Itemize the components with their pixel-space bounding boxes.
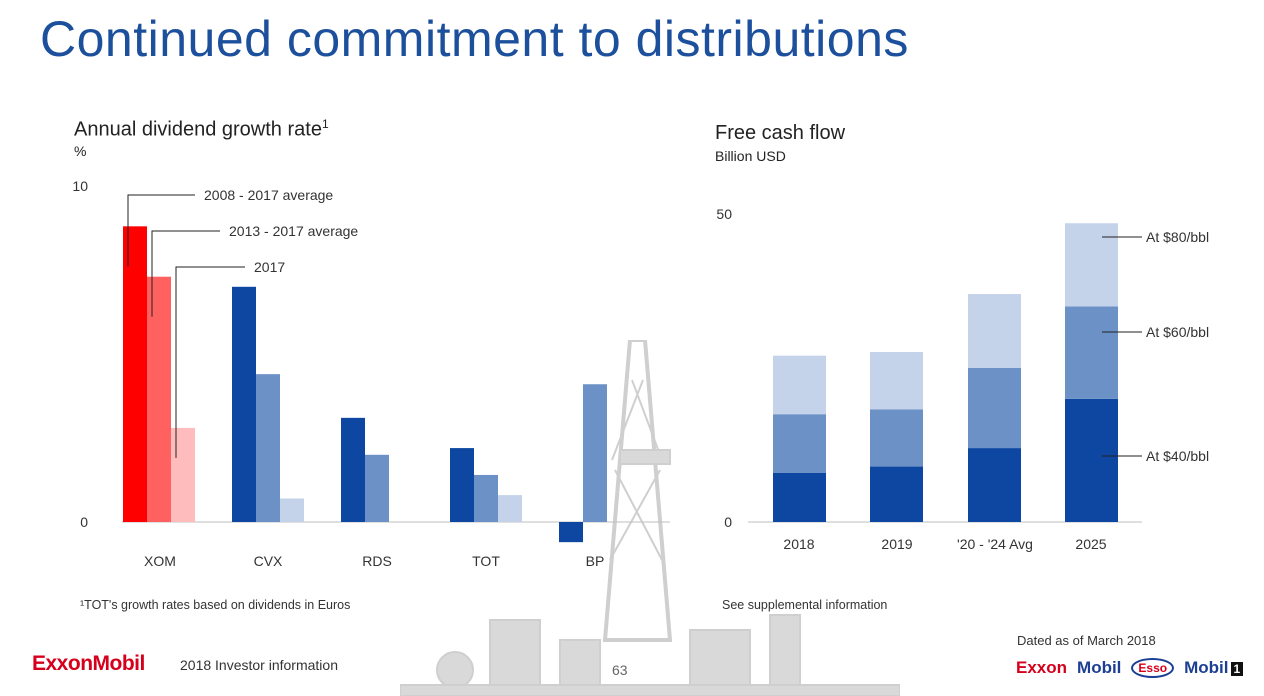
- legend-leader-2017: [175, 266, 245, 458]
- stack-20-24-avg-at-60-bbl: [968, 368, 1021, 449]
- left-xtick-rds: RDS: [362, 553, 392, 569]
- bar-tot-2013-2017-average: [474, 474, 498, 522]
- stack-2019-at-40-bbl: [870, 466, 923, 522]
- stack-2025-at-40-bbl: [1065, 398, 1118, 522]
- stack-20-24-avg-at-80-bbl: [968, 294, 1021, 368]
- brand-logos: Exxon Mobil Esso Mobil 1: [1016, 656, 1244, 680]
- left-xtick-tot: TOT: [472, 553, 500, 569]
- bar-tot-2008-2017-average: [450, 448, 474, 522]
- dated-note: Dated as of March 2018: [1017, 633, 1156, 648]
- legend-leader-2008-2017-average: [127, 194, 195, 267]
- stack-2025-at-60-bbl: [1065, 306, 1118, 399]
- legend-leader-2013-2017-average: [151, 230, 220, 317]
- bar-rds-2013-2017-average: [365, 454, 389, 522]
- left-xtick-cvx: CVX: [254, 553, 283, 569]
- bar-cvx-2008-2017-average: [232, 286, 256, 522]
- legend-label-2013-2017-average: 2013 - 2017 average: [229, 223, 358, 239]
- left-xtick-bp: BP: [586, 553, 605, 569]
- exxonmobil-logo: ExxonMobil: [32, 652, 145, 675]
- right-xtick-20-24-avg: '20 - '24 Avg: [957, 536, 1033, 552]
- right-xtick-2025: 2025: [1075, 536, 1106, 552]
- bar-tot-2017: [498, 495, 522, 522]
- bar-bp-2013-2017-average: [583, 384, 607, 522]
- stack-2019-at-60-bbl: [870, 409, 923, 467]
- bar-cvx-2013-2017-average: [256, 374, 280, 522]
- right-chart-unit: Billion USD: [715, 148, 786, 164]
- legend-label-at-40-bbl: At $40/bbl: [1146, 448, 1209, 464]
- bar-xom-2013-2017-average: [147, 276, 171, 522]
- left-chart-unit: %: [74, 143, 87, 159]
- stack-2019-at-80-bbl: [870, 351, 923, 410]
- mobil-brand-logo: Mobil: [1077, 658, 1122, 677]
- legend-label-2017: 2017: [254, 259, 285, 275]
- exxon-brand-logo: Exxon: [1016, 658, 1068, 677]
- left-xtick-xom: XOM: [144, 553, 176, 569]
- esso-brand-logo: Esso: [1131, 658, 1175, 678]
- right-ytick-50: 50: [716, 206, 732, 222]
- mobil1-brand-logo: Mobil 1: [1184, 658, 1244, 678]
- oil-rig-background-art: [400, 340, 900, 696]
- bar-cvx-2017: [280, 498, 304, 522]
- page-title: Continued commitment to distributions: [40, 11, 909, 67]
- right-ytick-0: 0: [724, 514, 732, 530]
- bar-xom-2017: [171, 427, 195, 522]
- bar-bp-2008-2017-average: [559, 522, 583, 543]
- stack-20-24-avg-at-40-bbl: [968, 448, 1021, 522]
- bar-rds-2008-2017-average: [341, 417, 365, 522]
- footer-label: 2018 Investor information: [180, 657, 338, 673]
- right-xtick-2018: 2018: [783, 536, 814, 552]
- left-ytick-10: 10: [72, 178, 88, 194]
- page-number: 63: [612, 662, 628, 678]
- legend-label-at-80-bbl: At $80/bbl: [1146, 229, 1209, 245]
- right-chart-title: Free cash flow: [715, 122, 846, 144]
- right-xtick-2019: 2019: [881, 536, 912, 552]
- stack-2018-at-80-bbl: [773, 355, 826, 415]
- bar-xom-2008-2017-average: [123, 226, 147, 522]
- left-chart-title: Annual dividend growth rate1: [74, 117, 329, 141]
- stack-2018-at-40-bbl: [773, 472, 826, 522]
- legend-label-at-60-bbl: At $60/bbl: [1146, 324, 1209, 340]
- left-ytick-0: 0: [80, 514, 88, 530]
- legend-label-2008-2017-average: 2008 - 2017 average: [204, 187, 333, 203]
- right-footnote: See supplemental information: [722, 598, 888, 612]
- stack-2018-at-60-bbl: [773, 414, 826, 473]
- left-footnote: ¹TOT's growth rates based on dividends i…: [80, 598, 351, 612]
- stack-2025-at-80-bbl: [1065, 223, 1118, 307]
